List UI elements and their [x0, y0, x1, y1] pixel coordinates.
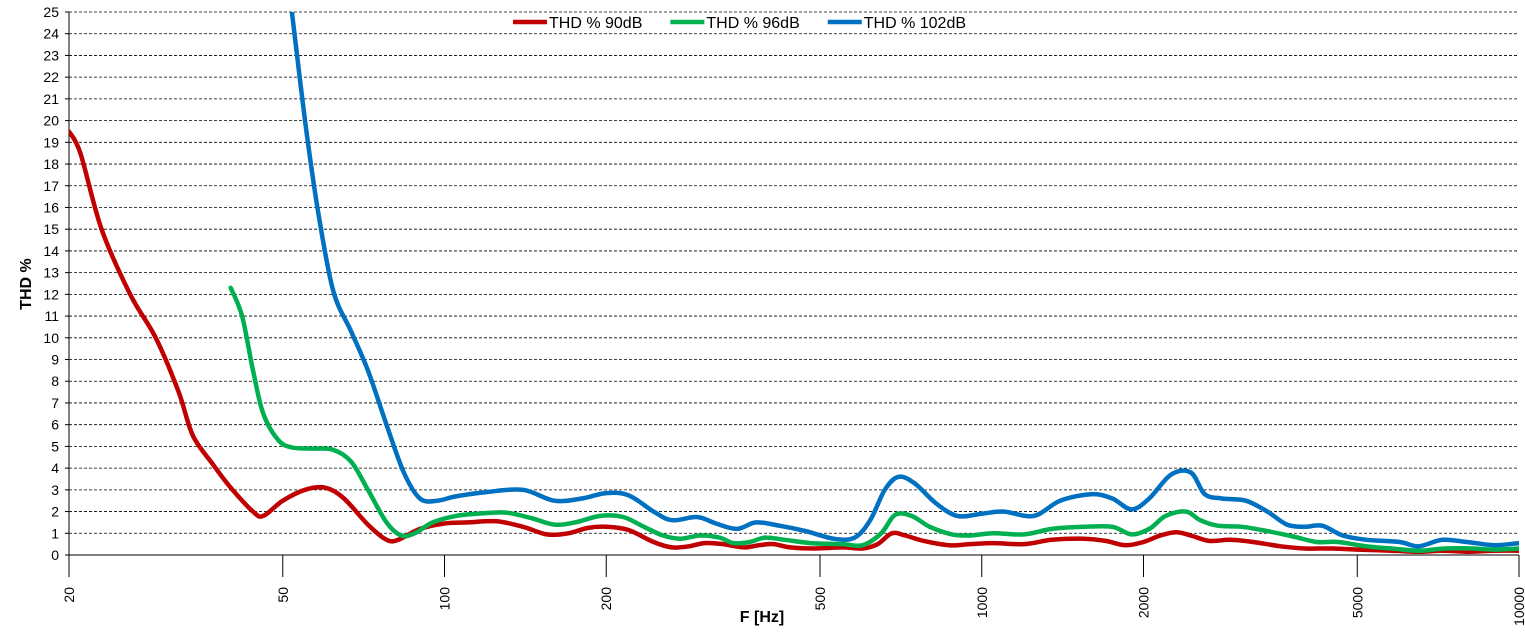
- y-tick-label: 14: [43, 243, 59, 259]
- legend-label: THD % 96dB: [706, 15, 799, 32]
- y-tick-label: 4: [51, 460, 59, 476]
- y-tick-label: 22: [43, 69, 59, 85]
- y-tick-label: 11: [44, 308, 59, 324]
- x-tick-label: 20: [61, 587, 77, 603]
- x-axis-ticks: 20 50 100 200 500 1000 2000 5000 10000: [61, 555, 1525, 626]
- y-tick-label: 7: [51, 395, 59, 411]
- y-tick-label: 18: [43, 156, 59, 172]
- y-tick-label: 21: [43, 91, 59, 107]
- x-tick-label: 5000: [1349, 587, 1365, 618]
- y-tick-label: 8: [51, 373, 59, 389]
- y-tick-label: 15: [43, 221, 59, 237]
- legend-label: THD % 90dB: [549, 15, 642, 32]
- y-tick-label: 10: [43, 330, 59, 346]
- x-tick-label: 50: [275, 587, 291, 603]
- y-tick-label: 19: [43, 134, 59, 150]
- y-tick-label: 17: [43, 178, 59, 194]
- y-tick-label: 24: [43, 26, 59, 42]
- y-tick-label: 13: [43, 265, 59, 281]
- series-line-3: [289, 12, 1519, 549]
- grid-lines: [69, 11, 1519, 534]
- x-tick-label: 200: [598, 587, 614, 611]
- x-axis-title: F [Hz]: [740, 609, 784, 626]
- series-line-2: [228, 285, 1519, 553]
- x-tick-label: 1000: [974, 587, 990, 618]
- y-tick-label: 1: [51, 525, 59, 541]
- x-tick-label: 2000: [1135, 587, 1151, 618]
- series-lines: [69, 12, 1519, 554]
- y-tick-label: 9: [51, 352, 59, 368]
- axes: [68, 12, 1519, 556]
- y-tick-label: 0: [51, 547, 59, 563]
- y-tick-label: 5: [51, 438, 59, 454]
- x-tick-label: 500: [812, 587, 828, 611]
- y-tick-label: 2: [51, 504, 59, 520]
- x-tick-label: 10000: [1511, 587, 1525, 626]
- x-tick-label: 100: [437, 587, 453, 611]
- legend: THD % 90dB THD % 96dB THD % 102dB: [513, 15, 966, 32]
- y-tick-label: 12: [43, 286, 59, 302]
- y-tick-label: 23: [43, 47, 59, 63]
- y-tick-label: 25: [43, 4, 59, 20]
- legend-label: THD % 102dB: [864, 15, 966, 32]
- y-tick-label: 16: [43, 199, 59, 215]
- y-tick-label: 6: [51, 417, 59, 433]
- y-tick-label: 20: [43, 113, 59, 129]
- series-line-1: [69, 129, 1519, 554]
- y-axis-ticks: 0123456789101112131415161718192021222324…: [43, 4, 69, 563]
- y-axis-title: THD %: [18, 258, 35, 310]
- y-tick-label: 3: [51, 482, 59, 498]
